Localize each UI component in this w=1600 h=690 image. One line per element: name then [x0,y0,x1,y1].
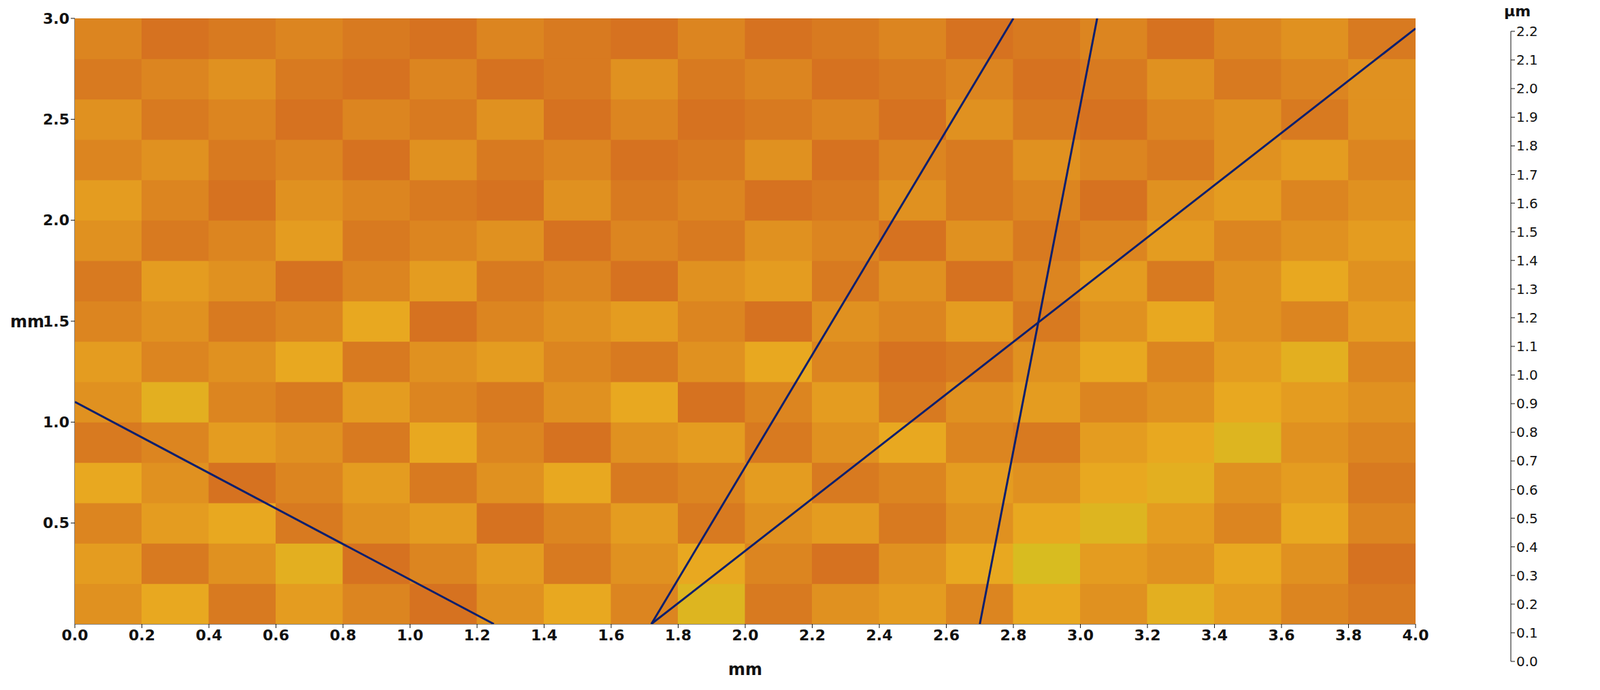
svg-text:2.1: 2.1 [1516,51,1539,69]
svg-text:3.0: 3.0 [42,10,70,28]
svg-text:0.8: 0.8 [330,626,357,644]
svg-text:2.2: 2.2 [1516,23,1539,40]
svg-text:0.5: 0.5 [42,514,70,532]
svg-text:2.4: 2.4 [866,626,893,644]
svg-text:0.4: 0.4 [1516,539,1539,556]
svg-text:1.7: 1.7 [1516,166,1539,184]
svg-text:1.0: 1.0 [42,413,70,431]
svg-text:2.0: 2.0 [732,626,759,644]
svg-text:3.4: 3.4 [1201,626,1228,644]
svg-text:1.8: 1.8 [1516,137,1539,154]
svg-text:2.2: 2.2 [798,626,826,644]
svg-text:3.8: 3.8 [1335,626,1362,644]
svg-text:1.4: 1.4 [530,626,558,644]
svg-text:3.2: 3.2 [1134,626,1162,644]
svg-text:0.0: 0.0 [61,626,89,644]
svg-text:2.6: 2.6 [933,626,960,644]
svg-text:3.6: 3.6 [1268,626,1296,644]
svg-text:1.2: 1.2 [1516,309,1539,326]
svg-text:1.4: 1.4 [1516,252,1539,269]
svg-text:0.4: 0.4 [196,626,223,644]
svg-text:1.5: 1.5 [42,313,70,331]
svg-text:1.0: 1.0 [396,626,424,644]
svg-text:0.9: 0.9 [1516,395,1539,412]
svg-text:2.8: 2.8 [1000,626,1027,644]
svg-text:2.5: 2.5 [42,110,70,128]
svg-text:mm: mm [728,660,763,680]
html-text:µm: µm [1504,2,1531,20]
svg-text:1.0: 1.0 [1516,366,1539,384]
svg-text:0.8: 0.8 [1516,423,1539,441]
svg-text:1.6: 1.6 [598,626,625,644]
svg-text:0.6: 0.6 [1516,481,1539,499]
svg-text:0.6: 0.6 [262,626,290,644]
svg-text:2.0: 2.0 [42,211,70,229]
svg-text:0.1: 0.1 [1516,624,1539,642]
svg-text:1.1: 1.1 [1516,338,1539,355]
svg-text:0.2: 0.2 [128,626,156,644]
svg-text:2.0: 2.0 [1516,80,1539,97]
svg-text:0.0: 0.0 [1516,653,1539,670]
svg-text:4.0: 4.0 [1402,626,1430,644]
svg-text:1.9: 1.9 [1516,108,1539,126]
svg-text:mm: mm [10,312,45,332]
svg-text:3.0: 3.0 [1067,626,1094,644]
svg-text:0.5: 0.5 [1516,510,1539,527]
svg-text:0.7: 0.7 [1516,452,1539,469]
svg-text:1.6: 1.6 [1516,195,1539,212]
svg-text:1.3: 1.3 [1516,281,1539,298]
svg-text:0.2: 0.2 [1516,596,1539,613]
svg-text:1.5: 1.5 [1516,223,1539,241]
svg-text:1.8: 1.8 [664,626,692,644]
svg-text:1.2: 1.2 [464,626,491,644]
svg-text:0.3: 0.3 [1516,567,1539,584]
